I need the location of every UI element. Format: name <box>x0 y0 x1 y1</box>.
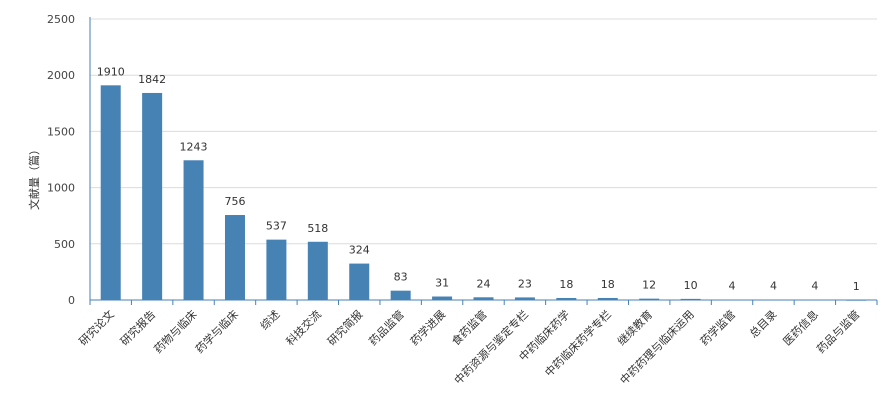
data-label: 18 <box>559 278 573 291</box>
bar <box>266 239 287 300</box>
y-axis-label: 文献量（篇） <box>27 144 41 210</box>
bar <box>597 297 618 300</box>
data-label: 537 <box>266 220 287 233</box>
x-tick-label: 研究论文 <box>76 307 117 348</box>
bar <box>224 215 245 300</box>
data-label: 1243 <box>180 140 208 153</box>
x-tick-label: 综述 <box>257 307 282 332</box>
data-label: 1910 <box>97 65 125 78</box>
data-label: 83 <box>394 271 408 284</box>
bar <box>763 299 784 301</box>
bar <box>349 263 370 300</box>
data-label: 324 <box>349 244 370 257</box>
y-tick-label: 1500 <box>47 125 75 138</box>
data-label: 4 <box>770 280 777 293</box>
bar <box>473 297 494 300</box>
y-tick-label: 1000 <box>47 182 75 195</box>
x-tick-label: 中药药理与临床运用 <box>617 307 697 387</box>
x-tick-label: 中药资源与鉴定专栏 <box>451 307 531 387</box>
data-label: 24 <box>477 277 491 290</box>
data-label: 31 <box>435 277 449 290</box>
x-tick-label: 科技交流 <box>283 307 324 348</box>
bar <box>514 297 535 300</box>
x-tick-label: 医药信息 <box>780 307 821 348</box>
x-tick-label: 药物与临床 <box>151 307 200 356</box>
bar <box>639 298 660 300</box>
bar <box>183 160 204 300</box>
bar <box>307 241 328 300</box>
x-tick-label: 研究报告 <box>117 307 158 348</box>
data-label: 18 <box>601 278 615 291</box>
data-label: 1842 <box>138 73 166 86</box>
x-tick-label: 药学监管 <box>697 307 738 348</box>
bar <box>432 296 453 300</box>
x-tick-label: 研究简报 <box>324 307 365 348</box>
bar <box>556 297 577 300</box>
data-label: 12 <box>642 279 656 292</box>
bar <box>846 299 867 301</box>
bars <box>100 85 867 301</box>
data-labels: 1910 1842 1243 756 537 518 324 83 31 24 23 18 18 12 10… <box>97 65 860 293</box>
bar <box>680 298 701 300</box>
y-tick-label: 2000 <box>47 69 75 82</box>
bar <box>142 92 163 300</box>
data-label: 4 <box>811 280 818 293</box>
data-label: 756 <box>224 195 245 208</box>
x-tick-label: 药品监管 <box>366 307 407 348</box>
x-tick-label: 总目录 <box>746 307 779 340</box>
bar <box>804 299 825 301</box>
x-tick-label: 继续教育 <box>614 307 655 348</box>
x-tick-label: 药品与监管 <box>814 307 863 356</box>
data-label: 23 <box>518 277 532 290</box>
gridlines <box>90 18 877 245</box>
y-tick-label: 2500 <box>47 13 75 26</box>
data-label: 518 <box>307 222 328 235</box>
axes <box>89 17 878 305</box>
bar <box>390 290 411 300</box>
data-label: 4 <box>729 280 736 293</box>
x-tick-label: 食药监管 <box>449 307 490 348</box>
y-tick-labels: 0 500 1000 1500 2000 2500 <box>47 13 75 307</box>
y-tick-label: 0 <box>68 294 75 307</box>
data-label: 10 <box>684 279 698 292</box>
x-tick-label: 药学进展 <box>407 307 448 348</box>
bar <box>722 299 743 301</box>
x-tick-label: 药学与临床 <box>192 307 241 356</box>
data-label: 1 <box>853 280 860 293</box>
y-tick-label: 500 <box>54 238 75 251</box>
bar <box>100 85 121 300</box>
